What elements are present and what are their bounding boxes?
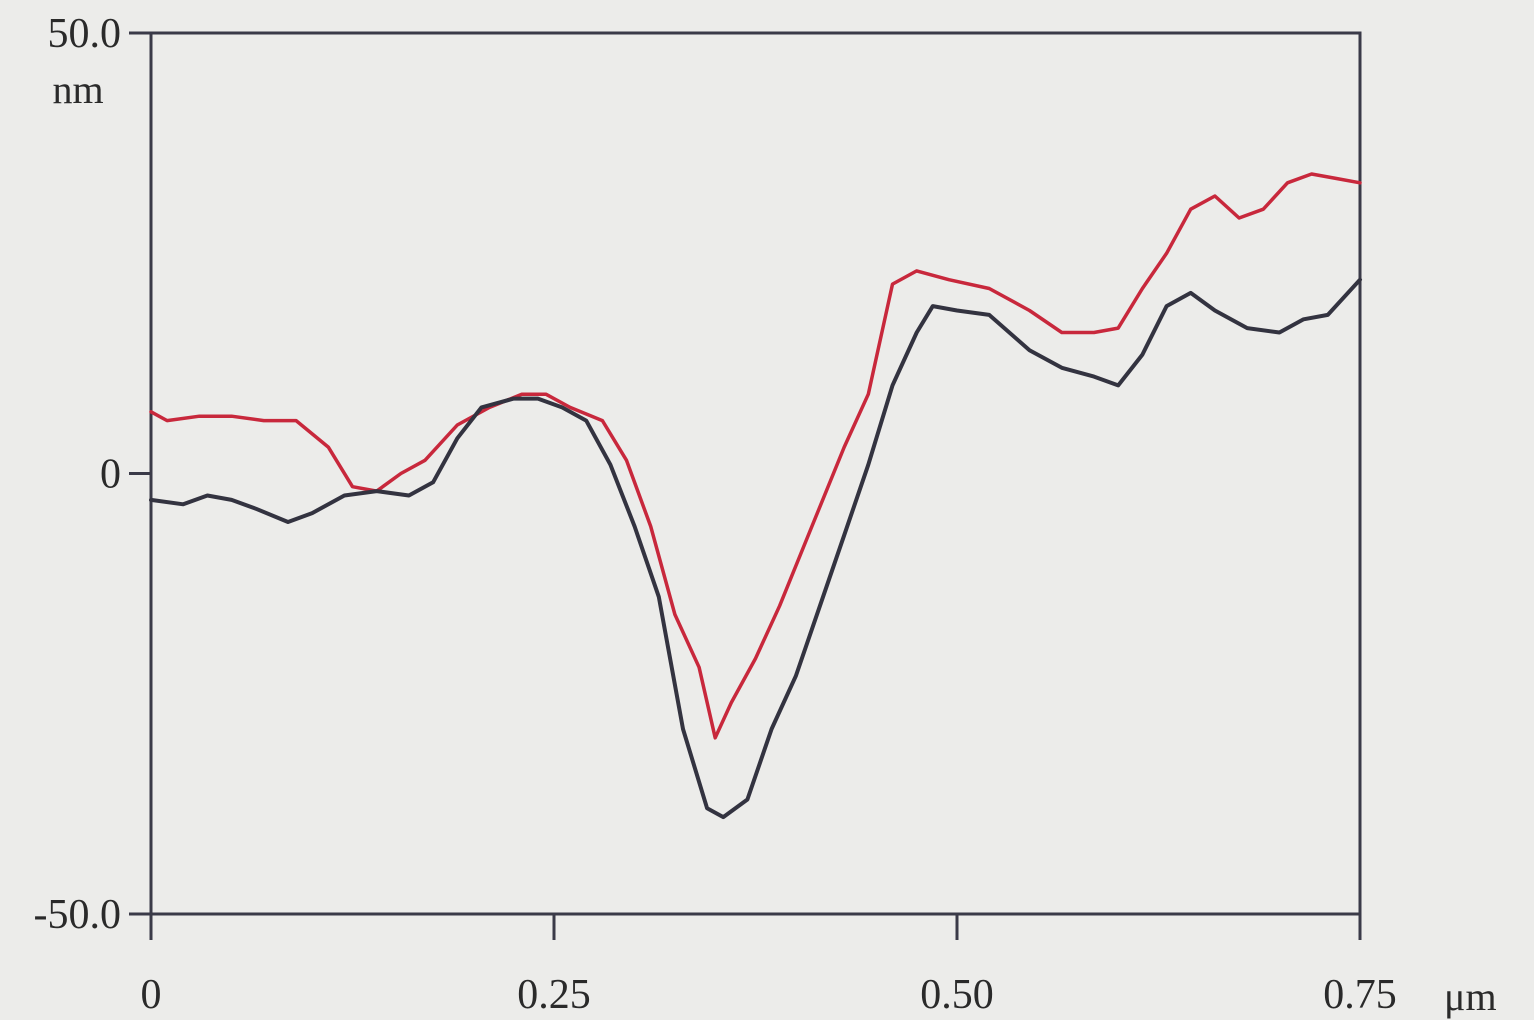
y-tick-label: -50.0	[34, 892, 122, 938]
series-line-1	[149, 172, 1362, 740]
y-axis-ticks: 50.0 0 -50.0	[34, 11, 151, 938]
y-tick-label: 50.0	[48, 11, 122, 57]
x-tick-label: 0.50	[920, 972, 994, 1018]
series-layer	[149, 172, 1362, 820]
y-tick-label: 0	[100, 452, 121, 498]
x-tick-label: 0.75	[1323, 972, 1397, 1018]
x-tick-label: 0.25	[517, 972, 591, 1018]
y-axis-unit-label: nm	[52, 67, 103, 112]
x-axis-unit-label: μm	[1444, 974, 1497, 1019]
x-tick-label: 0	[141, 972, 162, 1018]
x-axis-ticks: 0 0.25 0.50 0.75	[141, 914, 1397, 1018]
series-line-2	[149, 277, 1362, 820]
